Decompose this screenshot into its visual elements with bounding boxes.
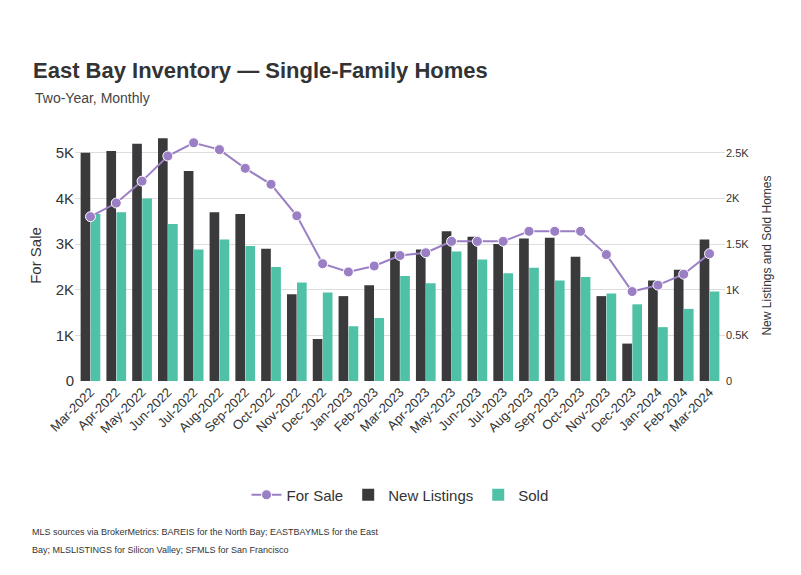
- svg-text:Jan-2024: Jan-2024: [616, 385, 665, 434]
- svg-text:Jul-2023: Jul-2023: [464, 385, 510, 431]
- svg-text:Dec-2022: Dec-2022: [279, 385, 329, 435]
- svg-text:Jul-2022: Jul-2022: [154, 385, 200, 431]
- svg-text:East Bay Inventory — Single-Fa: East Bay Inventory — Single-Family Homes: [33, 58, 488, 83]
- svg-text:Mar-2022: Mar-2022: [47, 385, 97, 435]
- svg-text:Oct-2023: Oct-2023: [539, 385, 587, 433]
- svg-text:Aug-2022: Aug-2022: [176, 385, 226, 435]
- svg-text:Feb-2023: Feb-2023: [331, 385, 381, 435]
- svg-text:Apr-2023: Apr-2023: [384, 385, 432, 433]
- svg-text:MLS sources via BrokerMetrics:: MLS sources via BrokerMetrics: BAREIS fo…: [32, 527, 378, 537]
- svg-text:Mar-2024: Mar-2024: [666, 385, 716, 435]
- svg-text:For Sale: For Sale: [27, 227, 44, 284]
- svg-text:1K: 1K: [726, 284, 740, 296]
- svg-text:3K: 3K: [56, 235, 74, 252]
- svg-text:Feb-2024: Feb-2024: [640, 385, 690, 435]
- svg-text:2K: 2K: [726, 192, 740, 204]
- svg-text:Bay; MLSLISTINGS for Silicon V: Bay; MLSLISTINGS for Silicon Valley; SFM…: [32, 545, 288, 555]
- svg-text:Jun-2023: Jun-2023: [435, 385, 484, 434]
- svg-text:Oct-2022: Oct-2022: [229, 385, 277, 433]
- svg-text:4K: 4K: [56, 190, 74, 207]
- svg-text:For Sale: For Sale: [287, 487, 344, 504]
- svg-text:Sold: Sold: [518, 487, 548, 504]
- svg-text:Mar-2023: Mar-2023: [357, 385, 407, 435]
- svg-text:0: 0: [726, 375, 732, 387]
- svg-text:Nov-2022: Nov-2022: [253, 385, 303, 435]
- svg-text:1.5K: 1.5K: [726, 238, 749, 250]
- svg-text:New Listings and Sold Homes: New Listings and Sold Homes: [760, 175, 774, 335]
- svg-text:5K: 5K: [56, 144, 74, 161]
- svg-text:2.5K: 2.5K: [726, 147, 749, 159]
- svg-text:Nov-2023: Nov-2023: [563, 385, 613, 435]
- svg-text:1K: 1K: [56, 327, 74, 344]
- svg-text:Apr-2022: Apr-2022: [75, 385, 123, 433]
- svg-text:Two-Year, Monthly: Two-Year, Monthly: [35, 90, 150, 106]
- svg-text:0: 0: [66, 372, 74, 389]
- svg-text:Aug-2023: Aug-2023: [485, 385, 535, 435]
- svg-text:Dec-2023: Dec-2023: [588, 385, 638, 435]
- svg-text:Jun-2022: Jun-2022: [126, 385, 175, 434]
- svg-text:0.5K: 0.5K: [726, 329, 749, 341]
- svg-text:May-2023: May-2023: [407, 385, 458, 436]
- svg-text:Sep-2022: Sep-2022: [201, 385, 251, 435]
- svg-text:May-2022: May-2022: [97, 385, 148, 436]
- svg-text:2K: 2K: [56, 281, 74, 298]
- svg-text:Sep-2023: Sep-2023: [511, 385, 561, 435]
- svg-text:New Listings: New Listings: [388, 487, 473, 504]
- svg-text:Jan-2023: Jan-2023: [306, 385, 355, 434]
